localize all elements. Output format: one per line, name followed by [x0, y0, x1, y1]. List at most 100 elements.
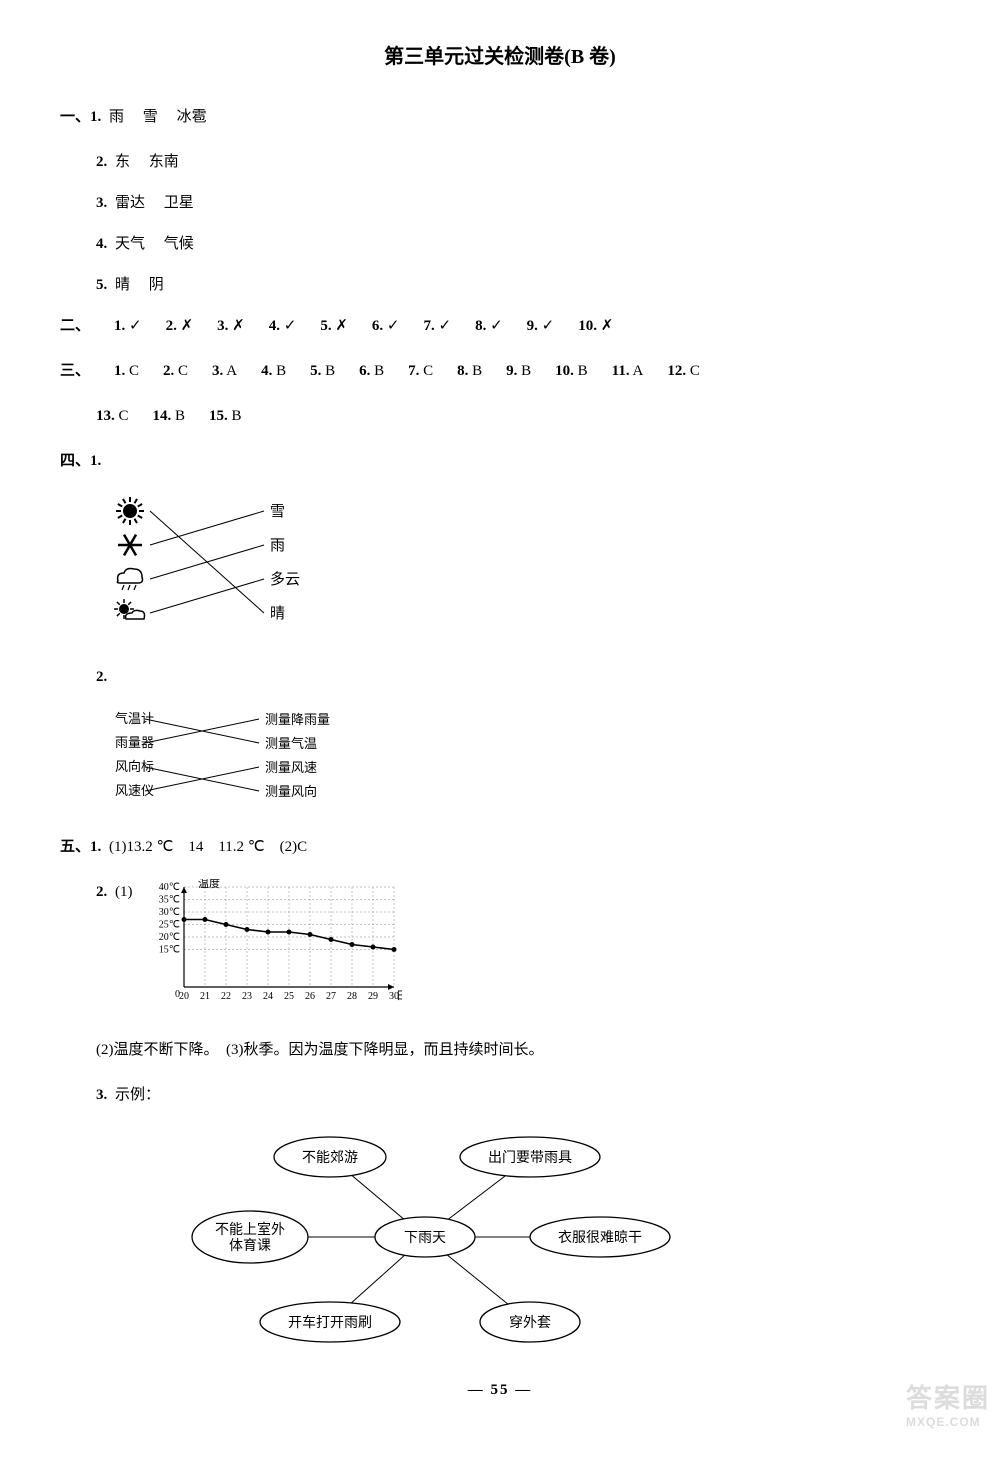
- answer-text: (1)13.2 ℃ 14 11.2 ℃ (2)C: [109, 839, 307, 855]
- match-right: 测量气温: [265, 736, 317, 751]
- q1-5: 5. 晴 阴: [60, 272, 940, 299]
- svg-text:22: 22: [221, 991, 231, 1002]
- page-number: — 55 —: [60, 1382, 940, 1399]
- section-4: 四、1.: [60, 448, 940, 475]
- answer: 雪: [143, 109, 158, 125]
- match-left: 风速仪: [115, 783, 154, 798]
- qnum: 3.: [96, 1087, 107, 1103]
- match-left: 风向标: [115, 759, 154, 774]
- mc-item: 3. A: [212, 363, 237, 379]
- mc-item: 4. B: [261, 363, 286, 379]
- mindmap-node-label: 穿外套: [509, 1315, 551, 1331]
- svg-text:26: 26: [305, 991, 315, 1002]
- svg-text:23: 23: [242, 991, 252, 1002]
- section-label: 五、: [60, 839, 90, 855]
- answer: 卫星: [164, 195, 194, 211]
- svg-text:0: 0: [175, 989, 180, 1000]
- tf-item: 6. ✓: [372, 318, 400, 334]
- section-3: 三、 1. C 2. C 3. A 4. B 5. B 6. B 7. C 8. B 9. B 10…: [60, 358, 940, 385]
- section-label: 一、: [60, 109, 90, 125]
- qnum: 2.: [96, 884, 107, 900]
- mc-item: 13. C: [96, 408, 129, 424]
- temperature-chart: 15℃20℃25℃30℃35℃40℃2021222324252627282930…: [142, 879, 402, 1019]
- svg-text:20℃: 20℃: [159, 932, 180, 943]
- svg-text:温度: 温度: [198, 879, 220, 890]
- section-label: 四、: [60, 453, 90, 469]
- answer: 晴: [115, 277, 130, 293]
- svg-text:40℃: 40℃: [159, 882, 180, 893]
- mc-item: 15. B: [209, 408, 242, 424]
- mindmap-center: 下雨天: [404, 1231, 446, 1246]
- tf-item: 1. ✓: [114, 318, 142, 334]
- tf-item: 7. ✓: [423, 318, 451, 334]
- mc-item: 5. B: [310, 363, 335, 379]
- match-left: 雨量器: [115, 735, 154, 750]
- qnum: 2.: [96, 669, 107, 685]
- mc-item: 1. C: [114, 363, 139, 379]
- tf-item: 8. ✓: [475, 318, 503, 334]
- svg-text:27: 27: [326, 991, 336, 1002]
- answer-text: (2)温度不断下降。 (3)秋季。因为温度下降明显，而且持续时间长。: [96, 1042, 543, 1058]
- mc-item: 12. C: [667, 363, 700, 379]
- mindmap-svg: 下雨天不能郊游出门要带雨具不能上室外体育课衣服很难晾干开车打开雨刷穿外套: [170, 1127, 680, 1352]
- mindmap-node-label: 不能郊游: [302, 1149, 358, 1166]
- q5-3: 3. 示例：: [60, 1082, 940, 1109]
- q1-4: 4. 天气 气候: [60, 231, 940, 258]
- watermark: 答案圈 MXQE.COM: [906, 1378, 990, 1429]
- mc-item: 10. B: [555, 363, 588, 379]
- match-right: 多云: [270, 571, 300, 588]
- svg-text:25: 25: [284, 991, 294, 1002]
- chart-svg: 15℃20℃25℃30℃35℃40℃2021222324252627282930…: [142, 879, 402, 1009]
- matching-diagram-2: 气温计雨量器风向标风速仪 测量降雨量测量气温测量风速测量风向: [115, 709, 940, 816]
- mc-item: 2. C: [163, 363, 188, 379]
- watermark-url: MXQE.COM: [906, 1415, 990, 1429]
- tf-item: 10. ✗: [578, 318, 613, 334]
- match-right: 测量风速: [265, 760, 317, 775]
- q4-2: 2.: [60, 664, 940, 691]
- section-2: 二、1. ✓2. ✗3. ✗4. ✓5. ✗6. ✓7. ✓8. ✓9. ✓10…: [60, 313, 940, 340]
- answer: 东: [115, 154, 130, 170]
- svg-text:29: 29: [368, 991, 378, 1002]
- qnum: 1.: [90, 109, 101, 125]
- page-title: 第三单元过关检测卷(B 卷): [60, 40, 940, 69]
- qnum: 5.: [96, 277, 107, 293]
- tf-item: 9. ✓: [527, 318, 555, 334]
- match-left: 气温计: [115, 711, 154, 726]
- mindmap-node-label: 不能上室外: [215, 1221, 285, 1238]
- qnum: 4.: [96, 236, 107, 252]
- svg-text:28: 28: [347, 991, 357, 1002]
- mc-item: 8. B: [457, 363, 482, 379]
- svg-text:24: 24: [263, 991, 273, 1002]
- section-3-cont: 13. C14. B15. B: [60, 403, 940, 430]
- answer: 阴: [149, 277, 164, 293]
- q5-2-text: (2)温度不断下降。 (3)秋季。因为温度下降明显，而且持续时间长。: [60, 1037, 940, 1064]
- svg-text:35℃: 35℃: [159, 895, 180, 906]
- mindmap-node-label: 体育课: [229, 1238, 271, 1254]
- match-svg: 气温计雨量器风向标风速仪 测量降雨量测量气温测量风速测量风向: [115, 709, 385, 811]
- match-svg: 雪雨多云晴: [100, 493, 390, 641]
- mc-item: 9. B: [506, 363, 531, 379]
- answer: 雨: [109, 109, 124, 125]
- mindmap-node-label: 衣服很难晾干: [558, 1230, 642, 1246]
- svg-text:21: 21: [200, 991, 210, 1002]
- match-right: 测量降雨量: [265, 712, 330, 727]
- section-5: 五、1. (1)13.2 ℃ 14 11.2 ℃ (2)C: [60, 834, 940, 861]
- mind-map: 下雨天不能郊游出门要带雨具不能上室外体育课衣服很难晾干开车打开雨刷穿外套: [170, 1127, 940, 1357]
- answer-prefix: 示例：: [115, 1087, 160, 1103]
- svg-text:日期: 日期: [396, 989, 402, 1002]
- answer: 气候: [164, 236, 194, 252]
- mindmap-node-label: 开车打开雨刷: [288, 1314, 372, 1331]
- section-label: 三、: [60, 363, 90, 379]
- qnum: 1.: [90, 453, 101, 469]
- answer: 冰雹: [177, 109, 207, 125]
- mc-item: 6. B: [359, 363, 384, 379]
- qnum: 2.: [96, 154, 107, 170]
- q1-2: 2. 东 东南: [60, 149, 940, 176]
- tf-item: 2. ✗: [166, 318, 194, 334]
- tf-item: 4. ✓: [269, 318, 297, 334]
- match-right: 晴: [270, 605, 285, 622]
- mc-item: 7. C: [408, 363, 433, 379]
- match-right: 测量风向: [265, 784, 317, 799]
- q5-2: 2. (1) 15℃20℃25℃30℃35℃40℃202122232425262…: [60, 879, 940, 1019]
- watermark-text: 答案圈: [906, 1383, 990, 1413]
